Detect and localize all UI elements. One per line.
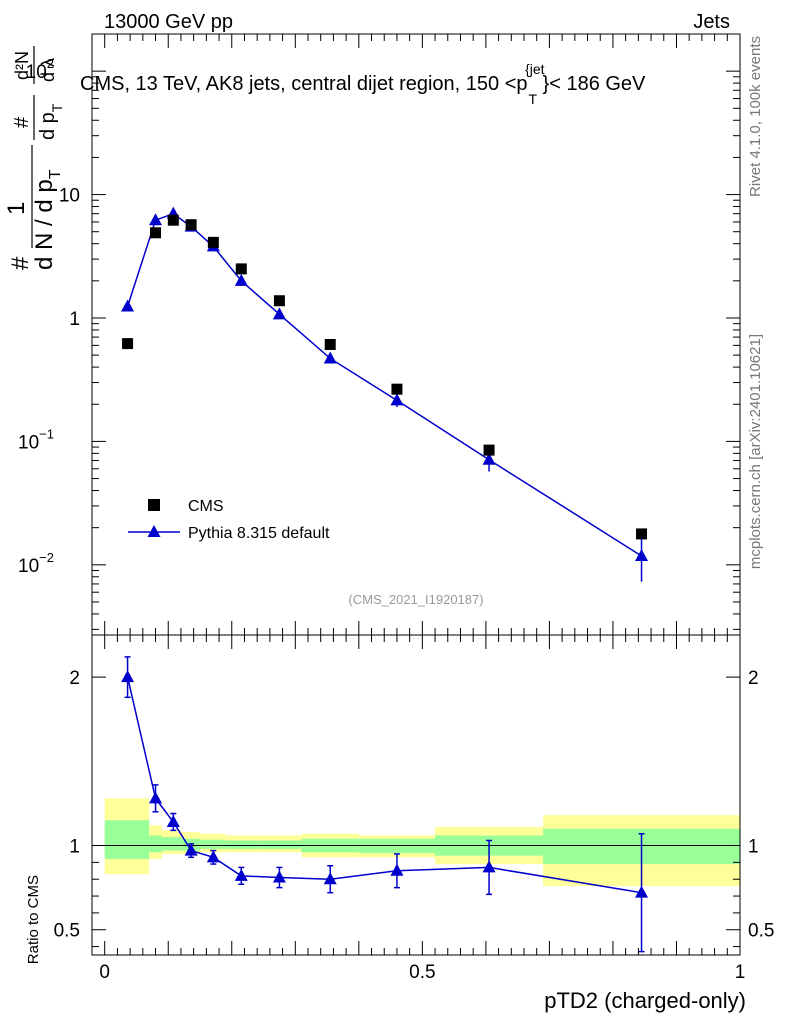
legend-cms-label: CMS [188, 498, 224, 515]
cms-point [150, 227, 162, 239]
cms-point [207, 236, 219, 248]
pythia-point [234, 273, 248, 286]
cms-point [636, 528, 648, 540]
main-title-sub: T [529, 91, 538, 107]
pythia-point [121, 299, 135, 312]
legend-mc-marker [147, 525, 161, 537]
ratio-point [149, 791, 163, 804]
ratio-band-inner [257, 840, 302, 849]
main-title-text: CMS, 13 TeV, AK8 jets, central dijet reg… [80, 73, 528, 95]
cms-point [122, 338, 134, 350]
ratio-band-inner [149, 835, 162, 853]
ratio-ticks [92, 635, 741, 955]
main-y-tick-label: 1 [69, 309, 80, 330]
ratio-ylabel: Ratio to CMS [25, 875, 42, 964]
main-y-tick-label: 102 [26, 56, 54, 83]
ratio-point [272, 870, 286, 883]
main-ylabel: # d N / d pT 1 # d pT d²N d λ [3, 46, 65, 270]
main-series [121, 206, 649, 582]
pythia-point [482, 452, 496, 465]
ratio-point [390, 863, 404, 876]
legend-mc-label: Pythia 8.315 default [188, 525, 330, 542]
ylabel-dlam: d λ [38, 58, 58, 82]
ylabel-hash1: # [7, 256, 34, 270]
pythia-point [635, 548, 649, 561]
main-y-tick-label: 10 [59, 186, 80, 207]
pythia-point [272, 307, 286, 320]
x-axis-label: pTD2 (charged-only) [544, 988, 746, 1013]
ratio-y-tick-label-left: 2 [69, 668, 80, 689]
ratio-frame [91, 634, 741, 956]
ylabel-dp: d pT [37, 103, 65, 140]
ylabel-hash2: # [11, 116, 33, 128]
pythia-point [390, 393, 404, 406]
ratio-point [121, 670, 135, 683]
main-title: CMS, 13 TeV, AK8 jets, central dijet reg… [80, 61, 646, 107]
mcplots-label: mcplots.cern.ch [arXiv:2401.10621] [747, 334, 764, 569]
ratio-x-tick-label: 0.5 [409, 962, 435, 983]
ratio-band-inner [200, 839, 226, 849]
ratio-band-inner [104, 820, 150, 859]
ratio-point [635, 885, 649, 898]
main-y-tick-label: 10−2 [18, 550, 54, 577]
pythia-point [323, 351, 337, 364]
ylabel-one: 1 [3, 202, 30, 215]
ylabel-dN-text: d N / d p [31, 179, 58, 270]
ratio-x-tick-label: 1 [735, 962, 746, 983]
ratio-point [166, 814, 180, 827]
ylabel-dN-sub: T [47, 169, 64, 179]
ratio-point [323, 872, 337, 885]
ratio-series [121, 656, 649, 953]
ratio-point [184, 843, 198, 856]
main-ticks [92, 33, 741, 635]
ylabel-dp-sub: T [49, 103, 65, 112]
cms-point [273, 295, 285, 307]
header-right: Jets [693, 11, 730, 33]
cms-point [235, 263, 247, 275]
main-y-tick-label: 10−1 [18, 426, 54, 453]
cms-point [167, 214, 179, 226]
analysis-id: (CMS_2021_I1920187) [348, 592, 483, 607]
ratio-tick-labels: 0.5 0.51 12 20 0.5 1 [54, 668, 775, 983]
cms-point [391, 383, 403, 395]
cms-point [324, 338, 336, 350]
ratio-y-tick-label-right: 1 [748, 837, 759, 858]
rivet-label: Rivet 4.1.0, 100k events [747, 36, 764, 197]
main-title-sup: {jet [525, 61, 545, 77]
ratio-point [482, 860, 496, 873]
ylabel-dN: d N / d pT [31, 169, 64, 270]
ratio-y-tick-label-left: 1 [69, 837, 80, 858]
ratio-point [206, 850, 220, 863]
cms-point [483, 444, 495, 456]
ratio-band-inner [225, 840, 258, 849]
ratio-y-tick-label-left: 0.5 [54, 921, 80, 942]
ylabel-d2N: d²N [12, 51, 32, 80]
legend-cms-marker [148, 499, 160, 511]
ratio-point [234, 868, 248, 881]
main-title-tail: }< 186 GeV [543, 73, 647, 95]
ratio-y-tick-label-right: 2 [748, 668, 759, 689]
cms-point [185, 219, 197, 231]
ratio-band-inner [161, 837, 181, 851]
header-left: 13000 GeV pp [104, 11, 233, 33]
ratio-y-tick-label-right: 0.5 [748, 921, 774, 942]
ylabel-dp-text: d p [37, 112, 59, 140]
ratio-x-tick-label: 0 [99, 962, 110, 983]
main-y-tick-labels: 10−2 10−1 1 10 102 [18, 56, 80, 577]
pythia-point [149, 213, 163, 226]
